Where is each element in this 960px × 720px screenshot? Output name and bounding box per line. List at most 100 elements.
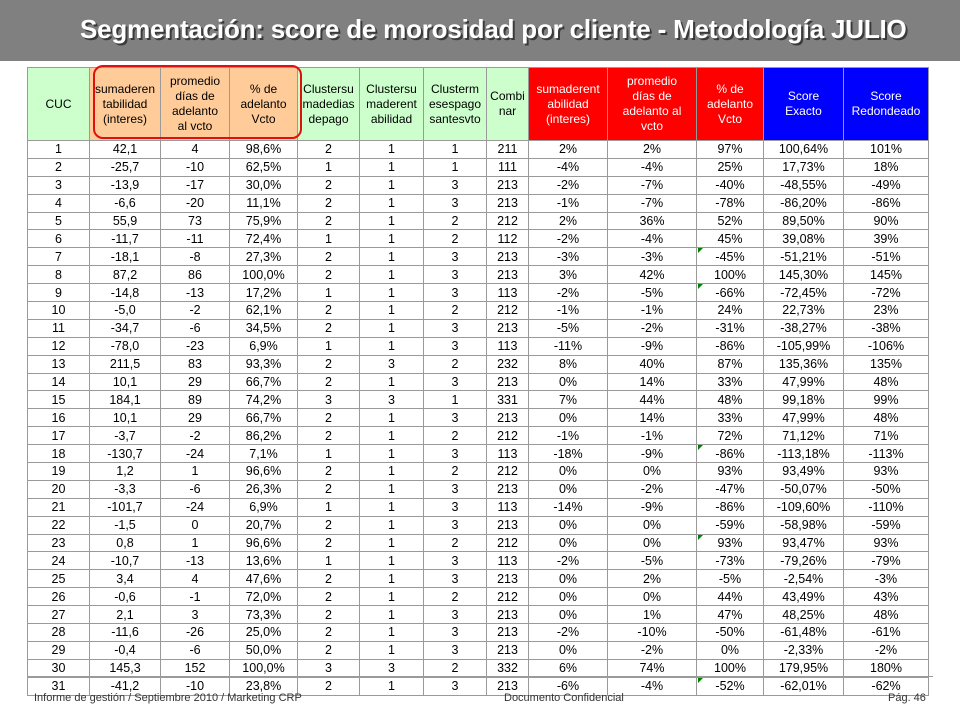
table-cell: 48% — [843, 605, 929, 625]
table-cell: -130,7 — [89, 444, 161, 464]
table-cell: 33% — [696, 372, 764, 392]
table-cell: -3% — [843, 569, 929, 589]
table-cell: 213 — [486, 605, 529, 625]
column-header-line: (interes) — [102, 111, 147, 126]
table-cell: 96,6% — [229, 462, 298, 481]
table-cell: 2 — [297, 533, 360, 553]
table-cell: 213 — [486, 408, 529, 428]
table-row: 2 -25,7 -10 62,5% 1 1 1 111 -4% -4% 25% 17,73% 18% — [27, 157, 929, 177]
table-cell: 6 — [27, 229, 90, 249]
column-header-line: Score — [870, 89, 902, 103]
column-header-line: Clustersu — [366, 81, 417, 96]
table-cell: -113,18% — [763, 444, 844, 464]
table-cell: -45% — [696, 247, 764, 267]
table-cell: -2% — [528, 551, 608, 571]
table-cell: 3 — [297, 390, 360, 410]
table-cell: 0% — [528, 408, 608, 428]
table-cell: 14% — [607, 372, 697, 392]
table-cell: 211 — [486, 140, 529, 159]
table-cell: -1% — [607, 426, 697, 446]
table-cell: 93,49% — [763, 462, 844, 481]
table-cell: 1 — [359, 515, 424, 535]
table-cell: -1% — [528, 426, 608, 446]
cell-comment-marker — [698, 678, 703, 683]
footer-center: Documento Confidencial — [504, 692, 624, 704]
column-header-line: Combi — [490, 89, 525, 103]
column-header-7: Combi nar — [486, 67, 529, 141]
table-cell: 12 — [27, 336, 90, 356]
table-cell: 213 — [486, 676, 529, 696]
table-cell: -7% — [607, 193, 697, 213]
table-cell: 1 — [359, 157, 424, 177]
page-title: Segmentación: score de morosidad por cli… — [80, 14, 907, 44]
table-cell: -10% — [607, 623, 697, 642]
table-cell: 9 — [27, 283, 90, 303]
table-cell: -86,20% — [763, 193, 844, 213]
table-cell: 25% — [696, 157, 764, 177]
table-cell: 4 — [27, 193, 90, 213]
table-cell: 180% — [843, 658, 929, 678]
cell-comment-marker — [698, 248, 703, 254]
table-cell: -59% — [696, 515, 764, 535]
table-cell: -113% — [843, 444, 929, 464]
table-cell: 3 — [423, 193, 487, 213]
table-cell: 22 — [27, 515, 90, 535]
table-cell: 2 — [297, 175, 360, 195]
column-header-0: CUC — [27, 67, 90, 141]
table-cell: 93,3% — [229, 354, 298, 374]
column-header-line: Score — [787, 89, 820, 103]
table-cell: -2% — [528, 175, 608, 195]
table-cell: 66,7% — [229, 372, 298, 392]
table-cell: 3 — [359, 354, 424, 374]
table-cell: 74% — [607, 658, 697, 678]
table-cell: -3,7 — [89, 426, 161, 446]
table-cell: 0% — [528, 640, 608, 660]
column-header-line: nar — [498, 104, 517, 118]
table-cell: 73,3% — [229, 605, 298, 625]
table-cell: -52% — [696, 676, 764, 696]
table-cell: -34,7 — [89, 318, 161, 338]
table-cell: -9% — [607, 497, 697, 517]
table-row: 7 -18,1 -8 27,3% 2 1 3 213 -3% -3% -45% -51,21% -51% — [27, 247, 929, 267]
table-cell: 2 — [297, 193, 360, 213]
table-cell: 101% — [843, 140, 929, 159]
table-cell: -11,7 — [89, 229, 161, 249]
table-cell: 1 — [359, 462, 424, 481]
table-cell: 71,12% — [763, 426, 844, 446]
table-cell: 62,5% — [229, 157, 298, 177]
table-cell: 212 — [486, 462, 529, 481]
table-cell: 26,3% — [229, 479, 298, 499]
cell-comment-marker — [698, 535, 703, 540]
table-cell: 0% — [607, 587, 697, 607]
table-cell: 0% — [528, 479, 608, 499]
table-row: 12 -78,0 -23 6,9% 1 1 3 113 -11% -9% -86% -105,99% -… — [27, 336, 929, 356]
table-row: 17 -3,7 -2 86,2% 2 1 2 212 -1% -1% 72% 71,12% 71% — [27, 426, 929, 446]
table-cell: -50% — [696, 623, 764, 642]
table-row: 5 55,9 73 75,9% 2 1 2 212 2% 36% 52% 89,50% 90% — [27, 211, 929, 231]
table-cell: 17 — [27, 426, 90, 446]
table-cell: 179,95% — [763, 658, 844, 678]
table-cell: -4% — [528, 157, 608, 177]
table-cell: -106% — [843, 336, 929, 356]
table-cell: 2 — [297, 354, 360, 374]
table-cell: 213 — [486, 479, 529, 499]
footer-left: Informe de gestión / Septiembre 2010 / M… — [34, 692, 302, 704]
table-cell: 1 — [359, 444, 424, 464]
table-cell: 2 — [297, 569, 360, 589]
table-cell: 18 — [27, 444, 90, 464]
table-cell: 213 — [486, 247, 529, 267]
table-cell: -18,1 — [89, 247, 161, 267]
table-cell: -61,48% — [763, 623, 844, 642]
table-cell: 3 — [423, 372, 487, 392]
table-cell: -49% — [843, 175, 929, 195]
table-cell: 2 — [297, 140, 360, 159]
table-cell: 3 — [423, 318, 487, 338]
table-row: 19 1,2 1 96,6% 2 1 2 212 0% 0% 93% 93,49% 93% — [27, 462, 929, 481]
table-cell: 74,2% — [229, 390, 298, 410]
table-cell: -5% — [607, 551, 697, 571]
table-cell: 90% — [843, 211, 929, 231]
table-cell: 48% — [843, 372, 929, 392]
table-cell: -6% — [528, 676, 608, 696]
table-cell: 1 — [359, 336, 424, 356]
table-row: 16 10,1 29 66,7% 2 1 3 213 0% 14% 33% 47,99% 48% — [27, 408, 929, 428]
